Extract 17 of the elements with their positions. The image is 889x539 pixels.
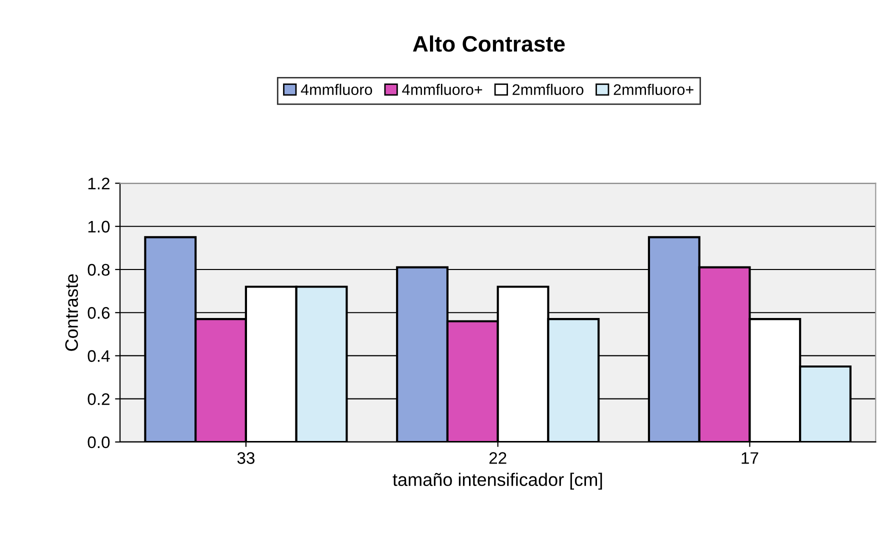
y-tick-label: 0.0 (88, 436, 110, 448)
y-tick-label: 0.2 (88, 393, 110, 406)
y-tick-label: 0.4 (88, 350, 110, 362)
y-tick-label: 0.8 (88, 264, 110, 276)
y-tick-label: 1.2 (88, 178, 110, 190)
y-tick-label: 0.6 (88, 307, 110, 319)
x-tick-label: 33 (237, 452, 254, 464)
legend-label: 4mmfluoro (300, 84, 372, 96)
x-tick-label: 22 (489, 452, 506, 464)
chart-title: Alto Contraste (412, 35, 565, 52)
legend-label: 4mmfluoro+ (402, 84, 482, 96)
x-tick-label: 17 (742, 452, 758, 464)
legend-label: 2mmfluoro+ (614, 84, 694, 96)
x-axis-title: tamaño intensificador [cm] (392, 472, 602, 490)
y-tick-label: 1.0 (88, 220, 110, 233)
legend-label: 2mmfluoro (512, 84, 584, 96)
y-axis-title: Contraste (65, 274, 78, 351)
